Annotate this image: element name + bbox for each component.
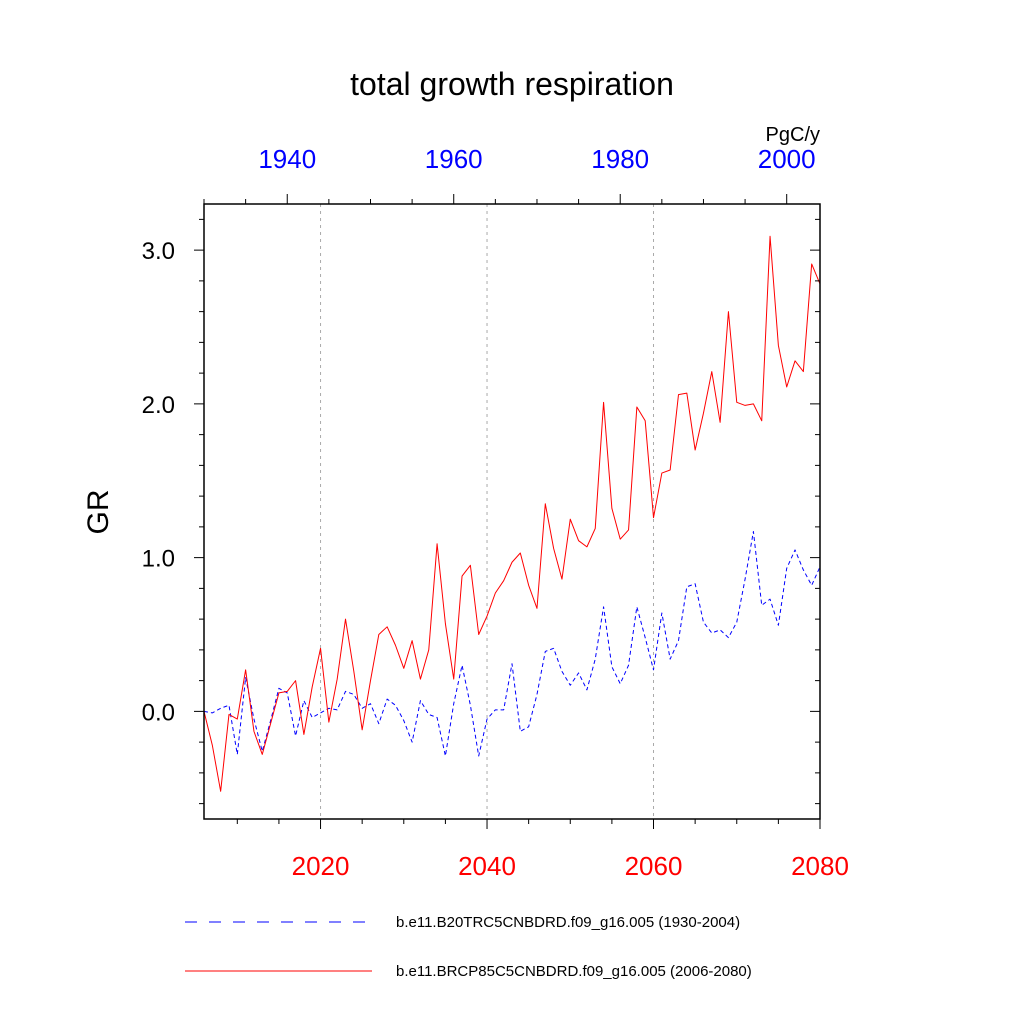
series-layer <box>203 235 821 792</box>
gridlines <box>320 204 655 819</box>
top-tick-label-2000: 2000 <box>758 144 816 174</box>
y-axis-label: GR <box>82 490 115 535</box>
axis-tick-labels: 2020 2040 2060 2080 1940 1960 1980 2000 0.0 1.0 2.… <box>142 144 849 881</box>
bottom-tick-label-2040: 2040 <box>458 851 516 881</box>
y-tick-label-2.0: 2.0 <box>142 392 175 419</box>
y-tick-label-0.0: 0.0 <box>142 699 175 726</box>
top-tick-label-1980: 1980 <box>591 144 649 174</box>
legend-label-rcp85: b.e11.BRCP85C5CNBDRD.f09_g16.005 (2006-2… <box>396 963 752 980</box>
series-line-historical <box>203 530 821 757</box>
axis-ticks <box>194 194 821 829</box>
top-tick-label-1940: 1940 <box>258 144 316 174</box>
y-tick-label-1.0: 1.0 <box>142 546 175 573</box>
plot-frame <box>203 203 821 820</box>
legend-label-historical: b.e11.B20TRC5CNBDRD.f09_g16.005 (1930-20… <box>396 914 740 931</box>
legend: b.e11.B20TRC5CNBDRD.f09_g16.005 (1930-20… <box>185 914 752 980</box>
chart-title: total growth respiration <box>350 66 674 102</box>
series-line-rcp85 <box>203 235 821 792</box>
bottom-tick-label-2060: 2060 <box>625 851 683 881</box>
bottom-tick-label-2020: 2020 <box>292 851 350 881</box>
y-tick-label-3.0: 3.0 <box>142 238 175 265</box>
units-label: PgC/y <box>766 124 820 146</box>
top-tick-label-1960: 1960 <box>425 144 483 174</box>
bottom-tick-label-2080: 2080 <box>791 851 849 881</box>
